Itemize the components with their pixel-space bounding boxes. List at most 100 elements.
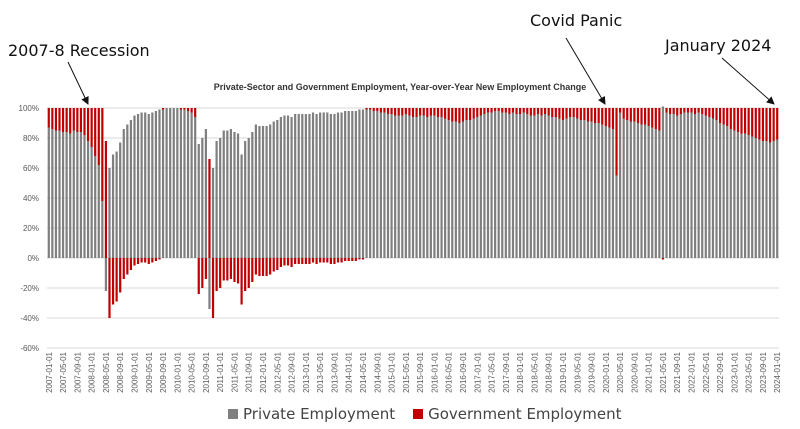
- bar-government: [772, 108, 775, 141]
- bar-government: [219, 258, 222, 288]
- bar-government: [683, 108, 686, 113]
- bar-government: [436, 108, 440, 117]
- x-tick-label: 2013-05-01: [316, 351, 325, 392]
- bar-government: [733, 108, 736, 131]
- bar-private: [444, 118, 447, 258]
- bar-government: [736, 108, 740, 132]
- bar-government: [204, 258, 207, 279]
- legend-label-government: Government Employment: [428, 405, 622, 423]
- bar-private: [151, 112, 154, 258]
- bar-government: [715, 108, 718, 120]
- bar-private: [533, 115, 536, 258]
- bar-government: [154, 258, 158, 261]
- bar-government: [301, 258, 304, 264]
- x-tick-label: 2021-01-01: [645, 351, 654, 392]
- bar-government: [161, 108, 165, 110]
- bar-private: [408, 115, 411, 258]
- bar-private: [322, 112, 325, 258]
- x-tick-label: 2018-09-01: [545, 351, 554, 392]
- bar-private: [711, 118, 715, 258]
- x-tick-label: 2023-01-01: [730, 351, 739, 392]
- bar-government: [379, 108, 382, 113]
- bar-government: [515, 108, 518, 114]
- bar-private: [108, 168, 111, 258]
- bar-private: [404, 114, 407, 258]
- bar-private: [576, 118, 579, 258]
- bar-private: [754, 138, 757, 258]
- bar-private: [429, 115, 432, 258]
- bar-private: [454, 121, 457, 258]
- bar-government: [326, 258, 329, 263]
- bar-government: [333, 258, 336, 264]
- bar-private: [72, 130, 75, 258]
- bar-private: [672, 114, 675, 258]
- bar-private: [751, 136, 754, 258]
- bar-private: [390, 114, 393, 258]
- bar-private: [254, 124, 257, 258]
- bar-private: [251, 132, 254, 258]
- bar-private: [547, 115, 550, 258]
- x-tick-label: 2013-09-01: [330, 351, 339, 392]
- bar-private: [329, 114, 332, 258]
- bar-private: [172, 108, 175, 258]
- bar-government: [72, 108, 75, 131]
- x-tick-label: 2022-01-01: [688, 351, 697, 392]
- bar-private: [569, 117, 572, 258]
- bar-government: [94, 108, 97, 156]
- bar-private: [315, 114, 318, 258]
- bar-private: [336, 112, 340, 258]
- bar-private: [247, 138, 250, 258]
- bar-private: [633, 121, 636, 258]
- x-tick-label: 2012-01-01: [259, 351, 268, 392]
- bar-government: [558, 108, 561, 119]
- bar-government: [540, 108, 543, 116]
- bar-government: [361, 258, 365, 260]
- bar-private: [244, 141, 247, 258]
- x-tick-label: 2017-05-01: [488, 351, 497, 392]
- bar-private: [647, 126, 650, 258]
- bar-government: [701, 108, 704, 114]
- bar-private: [597, 123, 600, 258]
- bar-government: [147, 258, 150, 264]
- bar-government: [336, 258, 340, 263]
- y-tick-label: 40%: [23, 194, 39, 203]
- x-tick-label: 2014-09-01: [373, 351, 382, 392]
- bar-government: [690, 108, 693, 113]
- bar-government: [272, 258, 275, 272]
- bar-government: [576, 108, 579, 119]
- bar-government: [304, 258, 307, 264]
- bar-private: [458, 123, 461, 258]
- x-tick-label: 2019-09-01: [588, 351, 597, 392]
- bar-private: [758, 139, 761, 258]
- bar-private: [258, 126, 261, 258]
- bar-private: [572, 117, 575, 258]
- bar-private: [483, 114, 486, 258]
- bar-private: [604, 126, 607, 258]
- bar-private: [697, 112, 700, 258]
- bar-private: [729, 129, 732, 258]
- bar-government: [394, 108, 397, 116]
- y-tick-label: 0%: [27, 254, 39, 263]
- bar-private: [469, 120, 472, 258]
- bar-private: [204, 129, 207, 258]
- bar-government: [329, 258, 332, 264]
- bar-government: [668, 108, 672, 114]
- bar-private: [90, 147, 93, 258]
- bar-government: [158, 258, 161, 260]
- x-tick-label: 2021-05-01: [659, 351, 668, 392]
- bar-government: [294, 258, 297, 264]
- bar-private: [411, 117, 415, 258]
- legend-label-private: Private Employment: [243, 405, 396, 423]
- bar-private: [686, 112, 690, 258]
- bar-government: [651, 108, 654, 128]
- y-tick-label: 100%: [19, 104, 39, 113]
- bar-government: [61, 108, 65, 132]
- x-tick-label: 2014-01-01: [345, 351, 354, 392]
- legend-item-government: Government Employment: [413, 405, 622, 423]
- bar-government: [597, 108, 600, 123]
- bar-government: [251, 258, 254, 282]
- x-tick-label: 2010-09-01: [202, 351, 211, 392]
- bar-private: [693, 114, 697, 258]
- bar-government: [83, 108, 86, 135]
- bar-private: [236, 133, 240, 258]
